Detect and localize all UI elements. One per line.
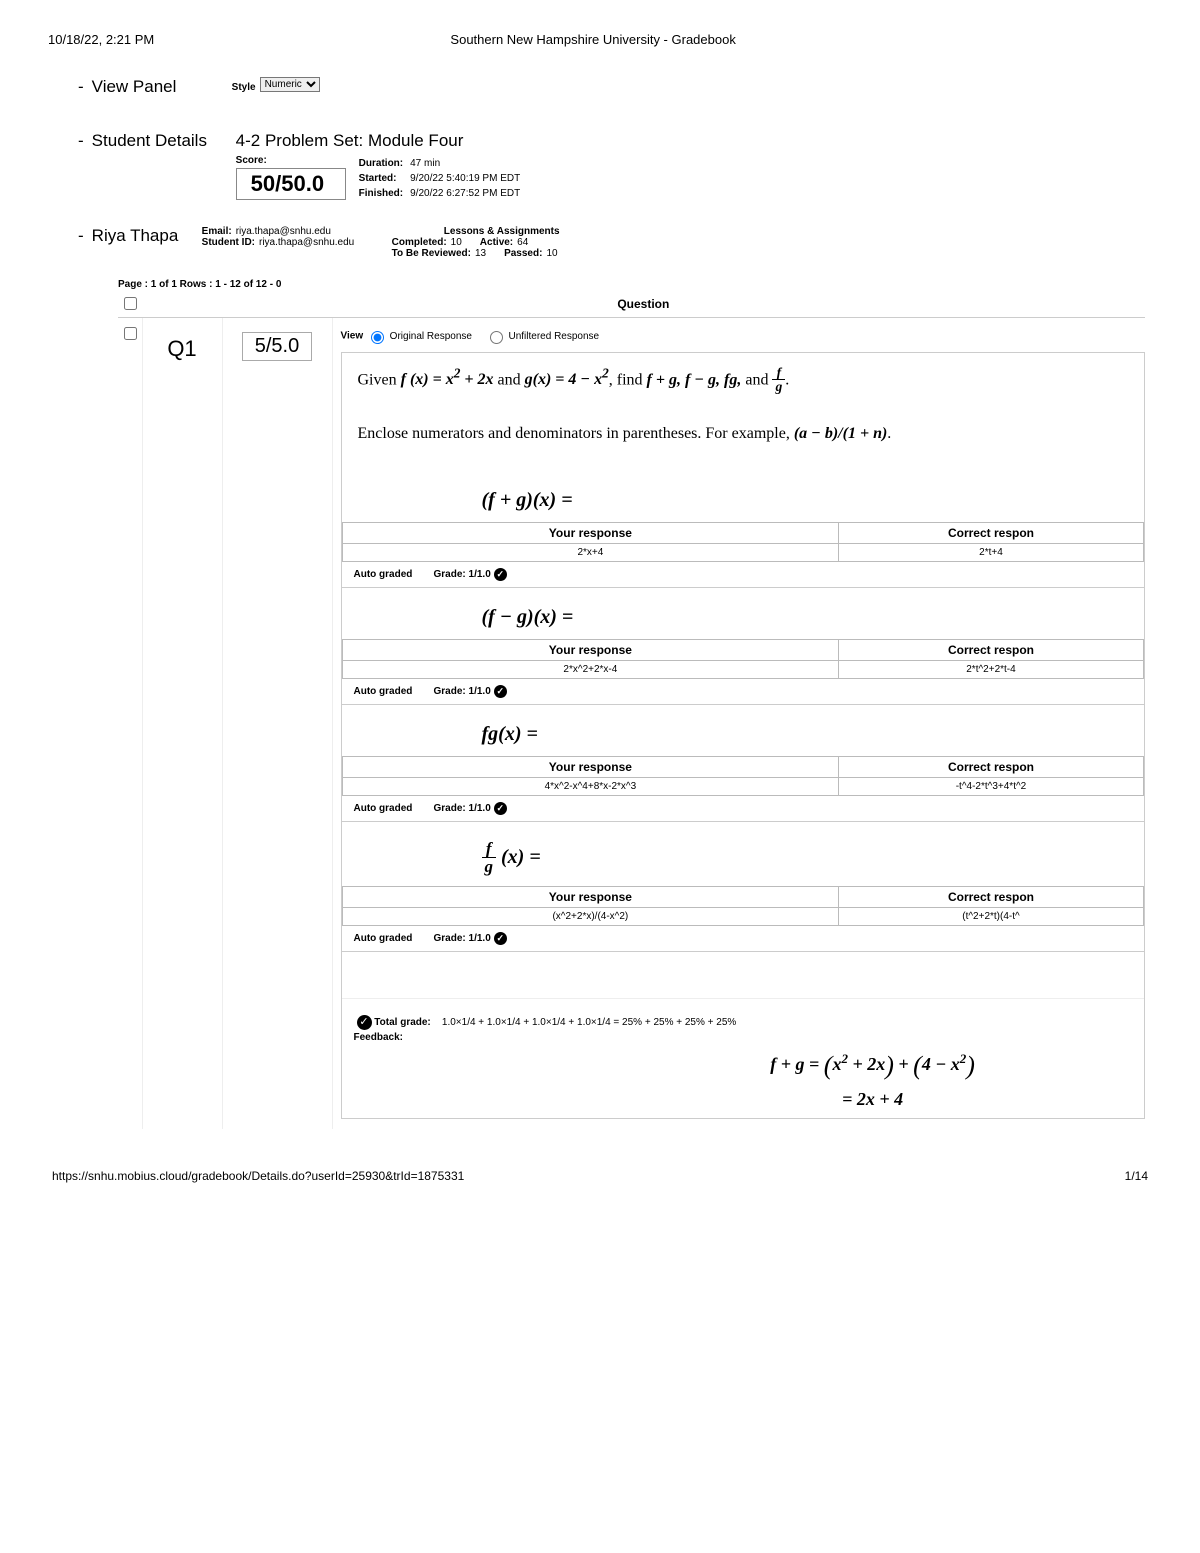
check-icon: ✓: [357, 1015, 372, 1030]
style-label: Style: [232, 82, 256, 93]
total-grade-label: Total grade:: [374, 1017, 430, 1028]
page-row: Page : 1 of 1 Rows : 1 - 12 of 12 - 0: [118, 279, 1152, 290]
question-score: 5/5.0: [242, 332, 312, 361]
style-select[interactable]: Numeric: [260, 77, 320, 92]
feedback-eq-2: = 2x + 4: [342, 1085, 1144, 1114]
view-panel-title: View Panel: [92, 77, 232, 97]
feedback-label: Feedback:: [354, 1032, 1132, 1043]
score-value: 50/50.0: [236, 168, 346, 200]
student-name: Riya Thapa: [92, 226, 202, 246]
unfiltered-response-radio[interactable]: [490, 331, 503, 344]
dash: -: [78, 131, 84, 151]
dash: -: [78, 77, 84, 97]
response-table-1: Your responseCorrect respon 2*x+42*t+4: [342, 522, 1144, 562]
check-icon: ✓: [494, 932, 507, 945]
assignment-title: 4-2 Problem Set: Module Four: [236, 131, 524, 151]
response-table-4: Your responseCorrect respon (x^2+2*x)/(4…: [342, 886, 1144, 926]
lessons-header: Lessons & Assignments: [392, 226, 612, 237]
question-table: Question Q1 5/5.0 View Original Response…: [118, 290, 1145, 1129]
student-details-title: Student Details: [92, 131, 232, 151]
response-table-2: Your responseCorrect respon 2*x^2+2*x-42…: [342, 639, 1144, 679]
check-icon: ✓: [494, 568, 507, 581]
eq-4: fg (x) =: [342, 822, 1144, 887]
check-icon: ✓: [494, 802, 507, 815]
original-response-label: Original Response: [390, 331, 472, 342]
unfiltered-response-label: Unfiltered Response: [509, 331, 600, 342]
view-label: View: [341, 331, 364, 342]
question-number: Q1: [142, 318, 222, 1130]
footer-url: https://snhu.mobius.cloud/gradebook/Deta…: [52, 1169, 464, 1183]
col-question: Question: [142, 290, 1145, 318]
score-label: Score:: [236, 155, 346, 166]
select-all-checkbox[interactable]: [124, 297, 137, 310]
original-response-radio[interactable]: [371, 331, 384, 344]
check-icon: ✓: [494, 685, 507, 698]
feedback-eq-1: f + g = (x2 + 2x) + (4 − x2): [342, 1047, 1144, 1085]
print-timestamp: 10/18/22, 2:21 PM: [48, 32, 154, 47]
print-title: Southern New Hampshire University - Grad…: [450, 32, 735, 47]
total-grade-text: 1.0×1/4 + 1.0×1/4 + 1.0×1/4 + 1.0×1/4 = …: [442, 1017, 736, 1028]
eq-2: (f − g)(x) =: [342, 588, 1144, 639]
question-content: Given f (x) = x2 + 2x and g(x) = 4 − x2,…: [341, 352, 1145, 1119]
eq-3: fg(x) =: [342, 705, 1144, 756]
row-checkbox[interactable]: [124, 327, 137, 340]
footer-page: 1/14: [1125, 1169, 1148, 1183]
dash: -: [78, 226, 84, 246]
response-table-3: Your responseCorrect respon 4*x^2-x^4+8*…: [342, 756, 1144, 796]
meta-table: Duration:47 min Started:9/20/22 5:40:19 …: [356, 155, 524, 202]
eq-1: (f + g)(x) =: [342, 471, 1144, 522]
